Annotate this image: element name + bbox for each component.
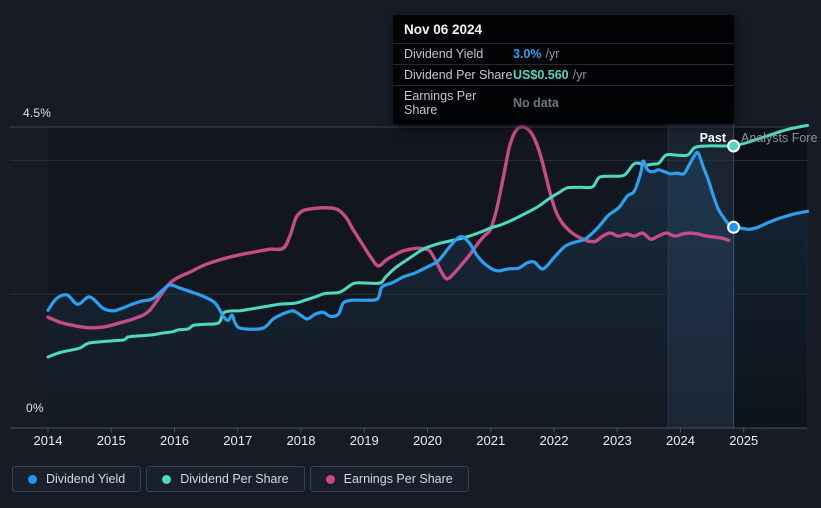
tooltip-suffix: /yr (572, 68, 587, 82)
dividend-yield-forecast-line (732, 209, 810, 231)
dividend-per-share-line (46, 144, 736, 359)
legend-label: Earnings Per Share (343, 472, 453, 486)
tooltip-row-dividend-yield: Dividend Yield 3.0% /yr (393, 44, 734, 65)
legend-item-dividend-per-share[interactable]: Dividend Per Share (146, 466, 305, 492)
chart-tooltip: Nov 06 2024 Dividend Yield 3.0% /yr Divi… (393, 15, 734, 124)
dividend-yield-area-fill (48, 152, 808, 428)
y-axis-label-zero: 0% (26, 401, 44, 415)
legend-label: Dividend Per Share (180, 472, 289, 486)
legend-item-earnings-per-share[interactable]: Earnings Per Share (309, 466, 469, 492)
tooltip-label: Dividend Yield (404, 47, 484, 61)
legend-item-dividend-yield[interactable]: Dividend Yield (12, 466, 142, 492)
analysts-forecast-label: Analysts Fore (741, 131, 818, 145)
tooltip-value: US$0.560 (513, 68, 569, 82)
y-axis-label-top: 4.5% (23, 106, 52, 120)
legend-label: Dividend Yield (46, 472, 126, 486)
tooltip-label: Dividend Per Share (404, 68, 513, 82)
chart-legend: Dividend Yield Dividend Per Share Earnin… (12, 466, 469, 492)
tooltip-label: Earnings Per Share (404, 89, 477, 117)
legend-dot-earnings-per-share (325, 474, 335, 484)
legend-dot-dividend-yield (28, 474, 37, 484)
tooltip-suffix: /yr (545, 47, 560, 61)
dividend-yield-line (46, 150, 736, 331)
legend-dot-dividend-per-share (162, 474, 172, 484)
tooltip-value: No data (513, 96, 559, 110)
dividend-per-share-marker-dot[interactable] (727, 139, 741, 153)
earnings-per-share-line (46, 125, 731, 330)
tooltip-date: Nov 06 2024 (393, 15, 734, 44)
dividend-per-share-forecast-line (732, 123, 810, 148)
tooltip-row-dividend-per-share: Dividend Per Share US$0.560 /yr (393, 65, 734, 86)
past-label: Past (699, 131, 726, 145)
dividend-yield-marker-dot[interactable] (727, 220, 741, 234)
recent-period-band (667, 104, 734, 428)
tooltip-row-earnings-per-share: Earnings Per Share No data (393, 86, 734, 124)
tooltip-value: 3.0% (513, 47, 542, 61)
